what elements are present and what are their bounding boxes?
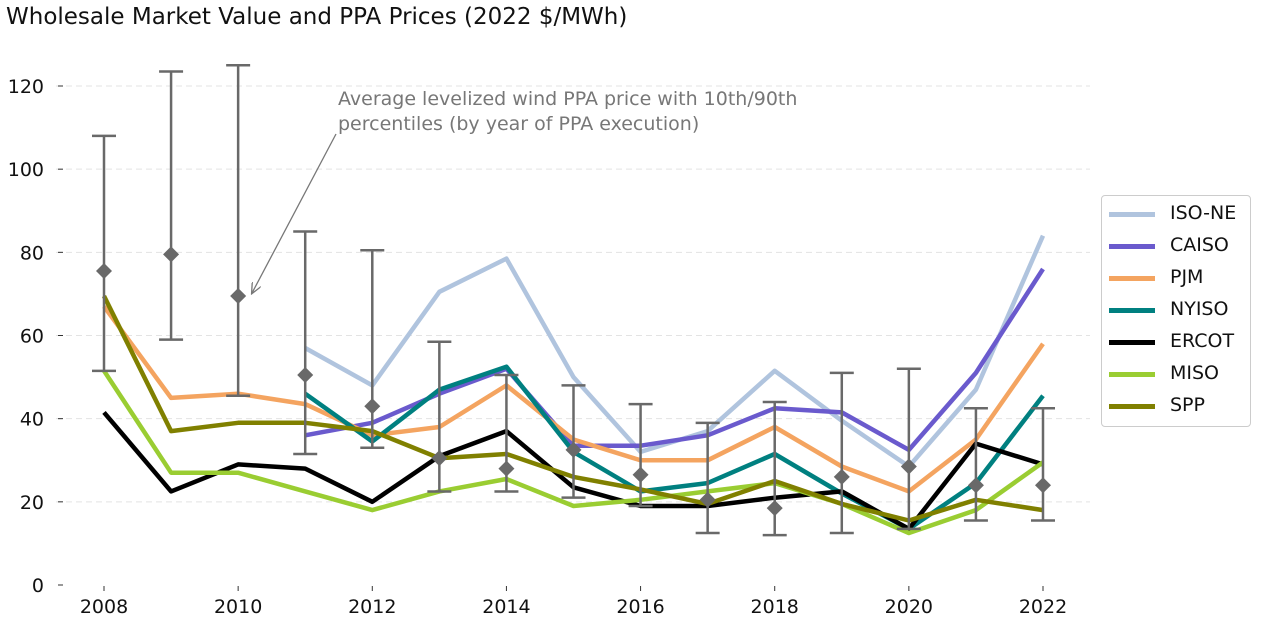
legend-item-pjm: PJM <box>1102 264 1250 294</box>
annotation-line-2: percentiles (by year of PPA execution) <box>338 113 699 135</box>
legend: ISO-NE CAISO PJM NYISO ERCOT MISO SPP <box>1101 195 1251 427</box>
x-tick-label: 2014 <box>482 596 530 618</box>
gridlines <box>56 85 1090 503</box>
ppa-mean-marker <box>833 468 850 485</box>
ppa-mean-marker <box>364 398 381 415</box>
legend-swatch <box>1109 244 1155 249</box>
x-tick-label: 2018 <box>751 596 799 618</box>
legend-label: PJM <box>1170 266 1204 288</box>
ppa-mean-marker <box>565 441 582 458</box>
legend-item-caiso: CAISO <box>1102 232 1250 262</box>
y-tick-label: 0 <box>32 575 44 597</box>
legend-swatch <box>1109 404 1155 409</box>
legend-item-miso: MISO <box>1102 360 1250 390</box>
legend-swatch <box>1109 276 1155 281</box>
x-tick-label: 2008 <box>80 596 128 618</box>
ppa-mean-marker <box>431 450 448 467</box>
legend-label: MISO <box>1170 362 1220 384</box>
legend-swatch <box>1109 372 1155 377</box>
ppa-mean-marker <box>163 246 180 263</box>
ppa-mean-marker <box>699 491 716 508</box>
ppa-mean-marker <box>1035 477 1051 494</box>
ppa-price-markers <box>92 63 1055 537</box>
x-tick-label: 2020 <box>885 596 933 618</box>
y-tick-label: 100 <box>8 159 44 181</box>
ppa-mean-marker <box>900 458 917 475</box>
y-tick-label: 80 <box>20 242 44 264</box>
ppa-mean-marker <box>96 263 112 280</box>
series-line-caiso <box>304 267 1045 453</box>
ppa-mean-marker <box>230 287 247 304</box>
series-line-nyiso <box>303 364 1045 532</box>
x-tick-label: 2016 <box>616 596 664 618</box>
legend-label: ISO-NE <box>1170 202 1237 224</box>
legend-label: CAISO <box>1170 234 1229 256</box>
legend-item-spp: SPP <box>1102 392 1250 422</box>
y-tick-label: 120 <box>8 76 44 98</box>
annotation: Average levelized wind PPA price with 10… <box>252 88 797 294</box>
y-tick-label: 40 <box>20 409 44 431</box>
legend-swatch <box>1109 212 1155 217</box>
ppa-mean-marker <box>967 477 984 494</box>
legend-swatch <box>1109 308 1155 313</box>
annotation-arrow <box>252 133 337 294</box>
ppa-mean-marker <box>297 367 314 384</box>
chart-title: Wholesale Market Value and PPA Prices (2… <box>6 4 628 30</box>
axes: 0 20 40 60 80 100 120 2008 2010 2012 2014 2016 2018 2… <box>8 76 1067 618</box>
ppa-mean-marker <box>766 500 783 517</box>
series-line-miso <box>102 369 1045 536</box>
legend-label: SPP <box>1170 394 1205 416</box>
x-tick-label: 2012 <box>348 596 396 618</box>
x-tick-label: 2022 <box>1019 596 1067 618</box>
ppa-mean-marker <box>632 466 649 483</box>
legend-item-iso-ne: ISO-NE <box>1102 200 1250 230</box>
annotation-line-1: Average levelized wind PPA price with 10… <box>338 88 797 110</box>
legend-item-ercot: ERCOT <box>1102 328 1250 358</box>
legend-label: NYISO <box>1170 298 1229 320</box>
ppa-mean-marker <box>498 460 515 477</box>
legend-item-nyiso: NYISO <box>1102 296 1250 326</box>
y-tick-label: 20 <box>20 492 44 514</box>
y-tick-label: 60 <box>20 326 44 348</box>
x-tick-label: 2010 <box>214 596 262 618</box>
legend-label: ERCOT <box>1170 330 1235 352</box>
legend-swatch <box>1109 340 1155 345</box>
